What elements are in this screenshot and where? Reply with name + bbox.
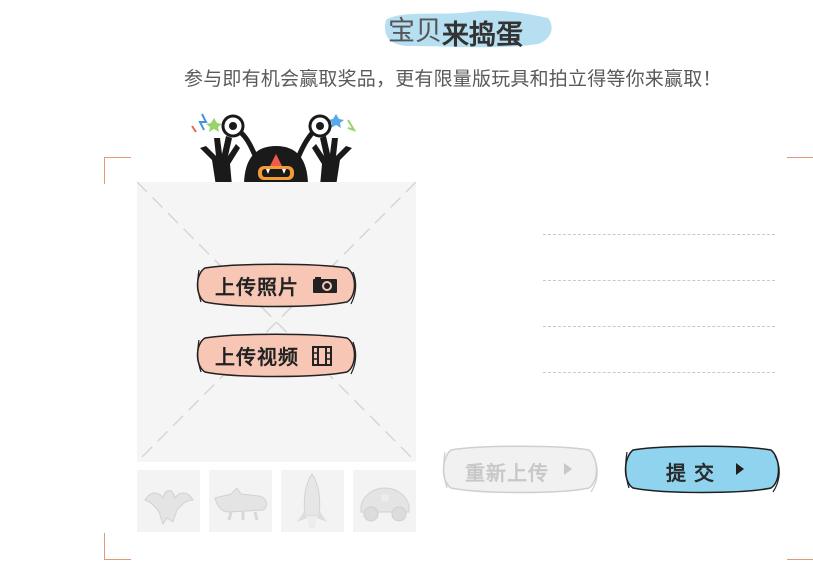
submit-button-bg — [624, 445, 780, 494]
thumbnail-bat-creature[interactable] — [137, 470, 200, 532]
crocodile-icon — [214, 487, 267, 521]
reupload-button-bg — [442, 445, 598, 494]
title-highlight-blob — [385, 10, 552, 48]
corner-bracket-top-left — [104, 157, 131, 184]
corner-bracket-top-right — [787, 157, 813, 184]
bat-creature-icon — [144, 490, 194, 526]
dropzone-diagonals — [137, 182, 416, 462]
upload-dropzone[interactable]: 上传照片 上传视频 — [137, 182, 416, 462]
form-line-2[interactable] — [543, 280, 775, 281]
toy-car-icon — [360, 487, 410, 522]
sample-thumbnails — [137, 470, 417, 532]
upload-photo-button-bg — [196, 263, 357, 308]
reupload-button[interactable]: 重新上传 — [441, 442, 601, 498]
monster-mascot-icon — [191, 113, 357, 186]
thumbnail-toy-car[interactable] — [353, 470, 416, 532]
corner-bracket-bottom-left — [104, 533, 131, 560]
form-line-3[interactable] — [543, 326, 775, 327]
thumbnail-crocodile[interactable] — [209, 470, 272, 532]
reupload-label: 重新上传 — [465, 461, 549, 485]
upload-photo-button[interactable]: 上传照片 — [195, 260, 358, 310]
rocket-character-icon — [297, 473, 327, 528]
form-line-1[interactable] — [543, 234, 775, 235]
film-icon — [312, 346, 332, 366]
page-subtitle: 参与即有机会赢取奖品，更有限量版玩具和拍立得等你来赢取！ — [184, 68, 722, 90]
upload-video-label: 上传视频 — [215, 345, 299, 369]
corner-bracket-bottom-right — [787, 533, 813, 560]
camera-icon — [313, 277, 337, 293]
upload-video-button[interactable]: 上传视频 — [195, 330, 358, 380]
thumbnail-rocket-character[interactable] — [281, 470, 344, 532]
upload-photo-label: 上传照片 — [215, 275, 299, 299]
title-part1: 宝贝 — [388, 16, 442, 47]
form-line-4[interactable] — [543, 372, 775, 373]
submit-label: 提交 — [666, 461, 722, 485]
title-part2: 来捣蛋 — [442, 20, 523, 51]
submit-button[interactable]: 提交 — [623, 442, 783, 498]
page-title: 宝贝来捣蛋 — [380, 6, 555, 51]
